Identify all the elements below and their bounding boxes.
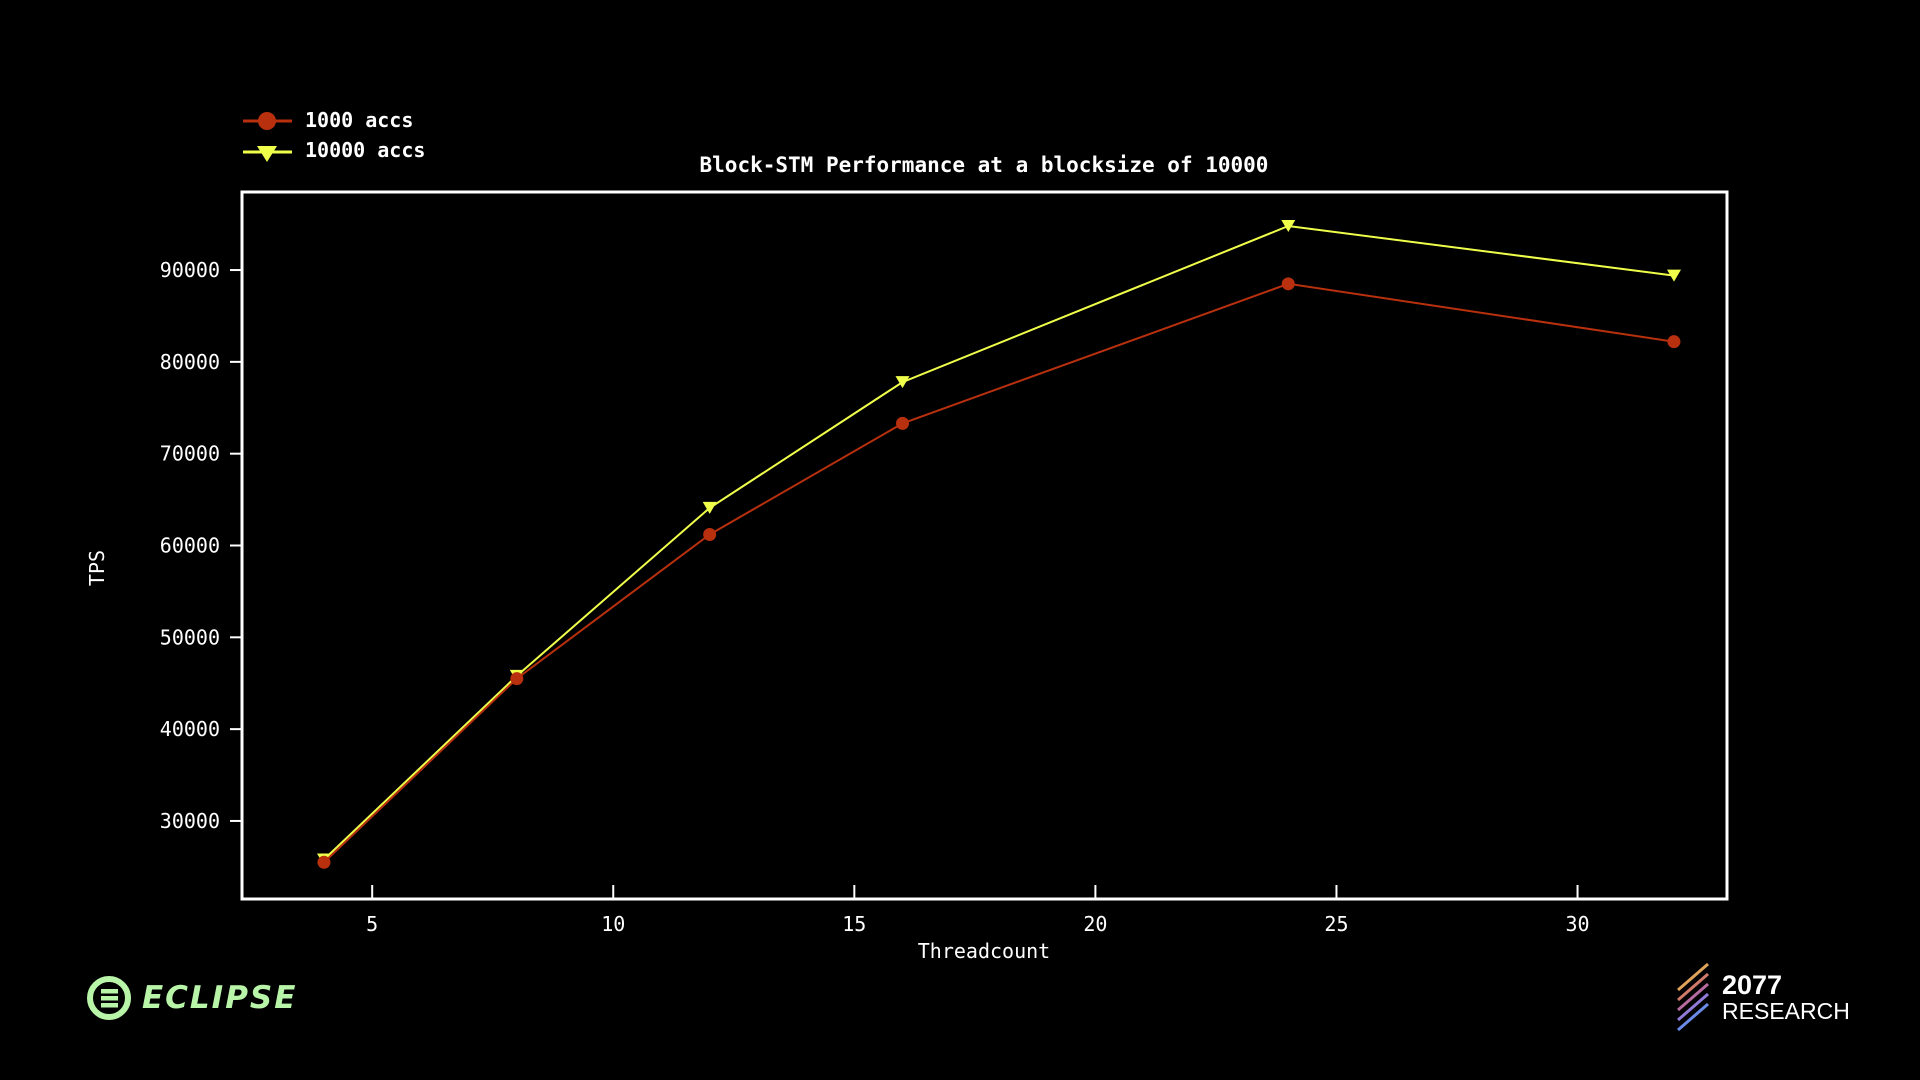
legend-marker-circle: [258, 112, 276, 130]
y-axis: 30000 40000 50000 60000 70000 80000 90000: [160, 258, 242, 833]
data-point-1000-accs: [1281, 277, 1295, 291]
series-line-10000-accs: [323, 224, 1675, 861]
data-point-1000-accs: [317, 855, 331, 869]
x-tick-label: 25: [1324, 912, 1348, 936]
eclipse-logo: ECLIPSE: [86, 972, 297, 1024]
y-tick-label: 40000: [160, 717, 220, 741]
y-axis-label: TPS: [85, 550, 109, 586]
x-tick-label: 30: [1565, 912, 1589, 936]
2077-number: 2077: [1722, 969, 1783, 1000]
series-layer: [317, 220, 1681, 869]
plot-frame: [240, 190, 1729, 901]
legend-entry-10000-accs: 10000 accs: [243, 138, 425, 162]
x-tick-label: 10: [601, 912, 625, 936]
y-tick-label: 70000: [160, 442, 220, 466]
data-point-10000-accs: [1281, 220, 1296, 232]
data-point-1000-accs: [1667, 335, 1681, 349]
y-tick-label: 90000: [160, 258, 220, 282]
eclipse-e-icon: [87, 976, 131, 1020]
data-point-10000-accs: [895, 376, 910, 389]
data-point-1000-accs: [510, 672, 524, 686]
legend: 1000 accs 10000 accs: [243, 108, 425, 162]
x-tick-label: 5: [366, 912, 378, 936]
x-tick-label: 15: [842, 912, 866, 936]
legend-label-1000-accs: 1000 accs: [305, 108, 413, 132]
chart-title: Block-STM Performance at a blocksize of …: [700, 153, 1269, 177]
x-axis: 5 10 15 20 25 30: [366, 885, 1590, 936]
data-point-10000-accs: [1667, 269, 1681, 282]
data-point-10000-accs: [702, 501, 717, 514]
y-tick-label: 50000: [160, 625, 220, 649]
x-tick-label: 20: [1083, 912, 1107, 936]
eclipse-wordmark: ECLIPSE: [142, 980, 298, 1016]
series-line-1000-accs: [323, 282, 1675, 864]
data-point-1000-accs: [896, 416, 910, 430]
2077-stripes-icon: [1677, 962, 1709, 1032]
research-word: RESEARCH: [1722, 997, 1850, 1024]
legend-entry-1000-accs: 1000 accs: [243, 108, 413, 132]
y-tick-label: 80000: [160, 350, 220, 374]
x-axis-label: Threadcount: [918, 939, 1050, 963]
legend-label-10000-accs: 10000 accs: [305, 138, 425, 162]
legend-marker-triangle: [257, 146, 277, 162]
data-point-1000-accs: [703, 527, 717, 541]
y-tick-label: 30000: [160, 809, 220, 833]
2077-research-logo: 2077 RESEARCH: [1674, 962, 1850, 1032]
y-tick-label: 60000: [160, 534, 220, 558]
